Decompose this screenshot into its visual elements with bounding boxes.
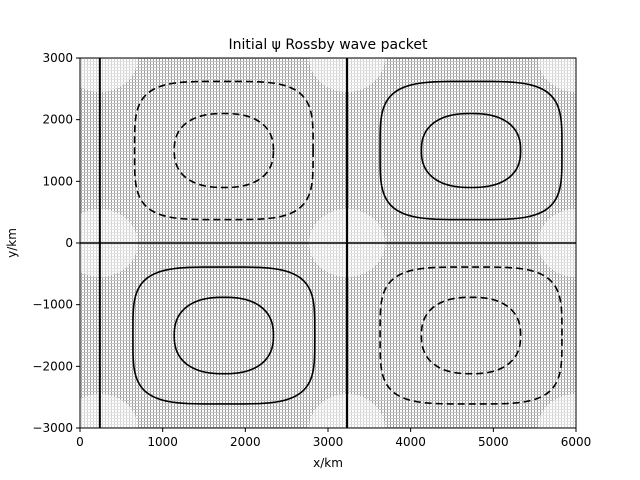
x-tick-label: 3000 bbox=[313, 435, 344, 449]
x-tick-label: 2000 bbox=[230, 435, 261, 449]
x-tick-label: 6000 bbox=[561, 435, 592, 449]
y-tick-label: −1000 bbox=[32, 298, 73, 312]
y-tick-label: 3000 bbox=[42, 51, 73, 65]
x-axis: 0 1000 2000 3000 4000 5000 6000 bbox=[76, 428, 591, 449]
y-tick-label: 2000 bbox=[42, 113, 73, 127]
x-tick-label: 0 bbox=[76, 435, 84, 449]
x-tick-label: 5000 bbox=[478, 435, 509, 449]
y-axis: −3000 −2000 −1000 0 1000 2000 3000 bbox=[32, 51, 80, 435]
x-tick-label: 4000 bbox=[395, 435, 426, 449]
y-axis-label: y/km bbox=[5, 228, 19, 258]
y-tick-label: −2000 bbox=[32, 359, 73, 373]
y-tick-label: 0 bbox=[65, 236, 73, 250]
chart-title: Initial ψ Rossby wave packet bbox=[228, 37, 428, 53]
x-axis-label: x/km bbox=[313, 456, 343, 470]
y-tick-label: −3000 bbox=[32, 421, 73, 435]
plot-area bbox=[62, 24, 614, 462]
x-tick-label: 1000 bbox=[147, 435, 178, 449]
y-tick-label: 1000 bbox=[42, 174, 73, 188]
